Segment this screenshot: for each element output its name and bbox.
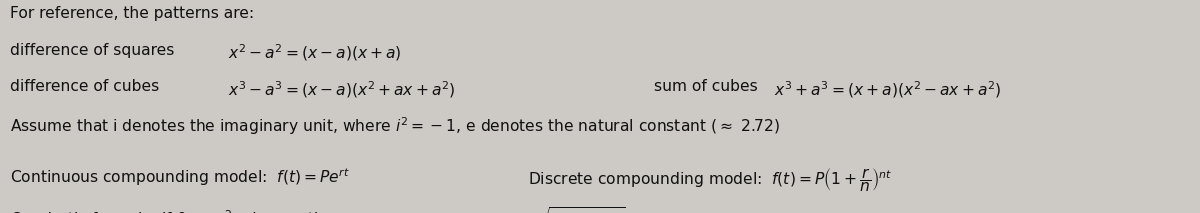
- Text: sum of cubes: sum of cubes: [654, 79, 757, 94]
- Text: difference of cubes: difference of cubes: [10, 79, 158, 94]
- Text: Discrete compounding model:  $f(t) = P\left(1 + \dfrac{r}{n}\right)^{nt}$: Discrete compounding model: $f(t) = P\le…: [528, 166, 892, 194]
- Text: difference of squares: difference of squares: [10, 43, 174, 58]
- Text: Assume that i denotes the imaginary unit, where $i^2 = -1$, e denotes the natura: Assume that i denotes the imaginary unit…: [10, 115, 780, 137]
- Text: Continuous compounding model:  $f(t) = Pe^{rt}$: Continuous compounding model: $f(t) = Pe…: [10, 166, 349, 188]
- Text: $x = \dfrac{-b \pm \sqrt{b^2 - 4ac}}{2a}$: $x = \dfrac{-b \pm \sqrt{b^2 - 4ac}}{2a}…: [462, 204, 625, 213]
- Text: Quadratic formula: If $0 = ax^2 + bx + c$, then: Quadratic formula: If $0 = ax^2 + bx + c…: [10, 209, 343, 213]
- Text: $x^3 - a^3 = (x - a)(x^2 + ax + a^2)$: $x^3 - a^3 = (x - a)(x^2 + ax + a^2)$: [228, 79, 456, 99]
- Text: $x^2 - a^2 = (x - a)(x + a)$: $x^2 - a^2 = (x - a)(x + a)$: [228, 43, 402, 63]
- Text: For reference, the patterns are:: For reference, the patterns are:: [10, 6, 253, 21]
- Text: $x^3 + a^3 = (x + a)(x^2 - ax + a^2)$: $x^3 + a^3 = (x + a)(x^2 - ax + a^2)$: [774, 79, 1002, 99]
